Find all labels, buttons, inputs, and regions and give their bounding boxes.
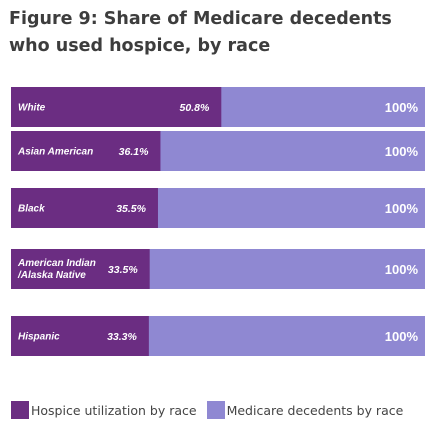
value-label-hospice-4: 33.3%: [107, 331, 137, 343]
legend-item-medicare: Medicare decedents by race: [206, 401, 404, 419]
value-label-medicare-3: 100%: [385, 262, 419, 277]
category-label-1: Asian American: [17, 147, 93, 158]
bar-hospice-1: [11, 131, 161, 171]
legend-label-medicare: Medicare decedents by race: [226, 402, 404, 418]
value-label-medicare-2: 100%: [385, 201, 419, 216]
legend-swatch-hospice: [11, 401, 29, 419]
value-label-hospice-0: 50.8%: [180, 102, 210, 114]
bar-chart: White 50.8% 100% Asian American 36.1% 100% Bla…: [11, 87, 425, 356]
value-label-medicare-1: 100%: [385, 144, 419, 159]
bar-hospice-3: [11, 249, 150, 289]
value-label-hospice-2: 35.5%: [116, 203, 146, 215]
bar-hospice-2: [11, 188, 158, 228]
value-label-hospice-3: 33.5%: [108, 264, 138, 276]
value-label-medicare-4: 100%: [385, 329, 419, 344]
category-label-2: Black: [18, 204, 45, 215]
category-label-3: American Indian/Alaska Native: [17, 258, 96, 281]
value-label-medicare-0: 100%: [385, 100, 419, 115]
value-label-hospice-1: 36.1%: [119, 146, 149, 158]
bar-hospice-4: [11, 316, 149, 356]
category-label-0: White: [18, 103, 46, 114]
bar-hospice-0: [11, 87, 222, 127]
legend-swatch-medicare: [206, 401, 225, 419]
category-label-4: Hispanic: [18, 332, 60, 343]
legend: Hospice utilization by race Medicare dec…: [11, 400, 403, 420]
chart-title: Figure 9: Share of Medicare decedents wh…: [9, 9, 392, 56]
legend-item-hospice: Hospice utilization by race: [11, 401, 197, 419]
legend-label-hospice: Hospice utilization by race: [31, 402, 197, 418]
